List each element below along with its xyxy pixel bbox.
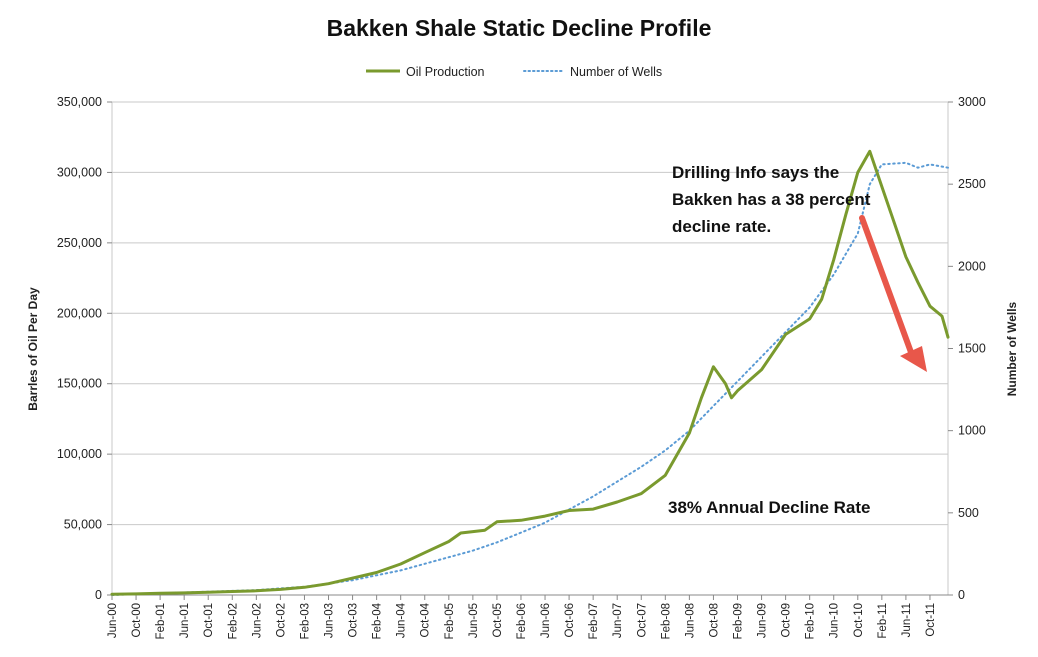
legend: Oil Production Number of Wells [366, 65, 662, 79]
x-tick-label: Oct-05 [492, 603, 504, 638]
y2-tick-label: 1500 [958, 342, 986, 356]
y-tick-label: 0 [95, 588, 102, 602]
x-tick-label: Oct-04 [420, 602, 432, 637]
x-tick-label: Jun-11 [901, 603, 913, 637]
x-tick-label: Jun-01 [179, 603, 191, 638]
x-tick-label: Jun-10 [829, 603, 841, 638]
x-tick-label: Feb-10 [805, 603, 817, 639]
x-tick-label: Feb-08 [660, 603, 672, 639]
x-tick-label: Oct-01 [203, 603, 215, 638]
x-tick-label: Oct-00 [131, 603, 143, 638]
y-tick-label: 200,000 [57, 306, 102, 320]
decline-arrow [859, 215, 927, 372]
x-tick-label: Feb-07 [588, 603, 600, 639]
x-tick-label: Feb-03 [299, 603, 311, 639]
y2-tick-label: 2000 [958, 259, 986, 273]
y-axis-label: Barrles of Oil Per Day [26, 287, 40, 411]
decline-arrow-head [900, 346, 927, 372]
x-tick-label: Oct-10 [853, 603, 865, 638]
y-axis-ticks: 0 50,000 100,000 150,000 200,000 250,000 300,0… [57, 95, 112, 602]
decline-arrow-shaft [859, 215, 915, 358]
grid [112, 101, 948, 526]
annotation-line-2: Bakken has a 38 percent [672, 190, 871, 209]
y2-tick-label: 3000 [958, 95, 986, 109]
x-tick-label: Feb-09 [732, 603, 744, 639]
x-axis-ticks: Jun-00 Oct-00 Feb-01 Jun-01 Oct-01 Feb-02 Jun-… [107, 595, 937, 639]
x-tick-label: Jun-07 [612, 603, 624, 638]
series-line-number-of-wells [111, 161, 949, 596]
y-tick-label: 300,000 [57, 165, 102, 179]
y2-tick-label: 1000 [958, 424, 986, 438]
y2-tick-label: 500 [958, 506, 979, 520]
annotation-drilling-info: Drilling Info says the Bakken has a 38 p… [672, 163, 871, 236]
x-tick-label: Jun-00 [107, 603, 119, 638]
x-tick-label: Oct-02 [275, 603, 287, 638]
x-tick-label: Jun-08 [684, 603, 696, 638]
x-tick-label: Feb-05 [444, 603, 456, 639]
annotation-line-1: Drilling Info says the [672, 163, 839, 182]
series-layer [110, 149, 950, 596]
y2-tick-label: 0 [958, 588, 965, 602]
x-tick-label: Oct-03 [348, 603, 360, 638]
y-tick-label: 100,000 [57, 447, 102, 461]
x-tick-label: Jun-03 [324, 603, 336, 638]
legend-label-oil-production: Oil Production [406, 65, 485, 79]
chart-title: Bakken Shale Static Decline Profile [327, 15, 712, 41]
x-tick-label: Feb-11 [877, 603, 889, 639]
x-tick-label: Jun-05 [468, 603, 480, 638]
y-tick-label: 250,000 [57, 236, 102, 250]
x-tick-label: Feb-01 [155, 603, 167, 639]
y2-tick-label: 2500 [958, 177, 986, 191]
y2-axis-label: Number of Wells [1005, 301, 1019, 396]
series-line-oil-production [110, 149, 950, 596]
x-tick-label: Jun-06 [540, 603, 552, 638]
x-tick-label: Oct-07 [636, 603, 648, 638]
x-tick-label: Feb-02 [227, 603, 239, 639]
x-tick-label: Oct-08 [708, 603, 720, 638]
x-tick-label: Jun-09 [757, 603, 769, 638]
y2-axis-ticks: 0 500 1000 1500 2000 2500 3000 [948, 95, 986, 602]
x-tick-label: Feb-06 [516, 603, 528, 639]
x-tick-label: Oct-11 [925, 603, 937, 637]
annotation-decline-rate: 38% Annual Decline Rate [668, 498, 871, 517]
x-tick-label: Oct-09 [781, 603, 793, 638]
x-tick-label: Jun-02 [251, 603, 263, 638]
y-tick-label: 350,000 [57, 95, 102, 109]
x-tick-label: Oct-06 [564, 603, 576, 638]
legend-label-number-of-wells: Number of Wells [570, 65, 662, 79]
annotation-line-3: decline rate. [672, 217, 771, 236]
x-tick-label: Jun-04 [396, 602, 408, 638]
x-tick-label: Feb-04 [372, 602, 384, 639]
y-tick-label: 50,000 [64, 518, 102, 532]
y-tick-label: 150,000 [57, 377, 102, 391]
